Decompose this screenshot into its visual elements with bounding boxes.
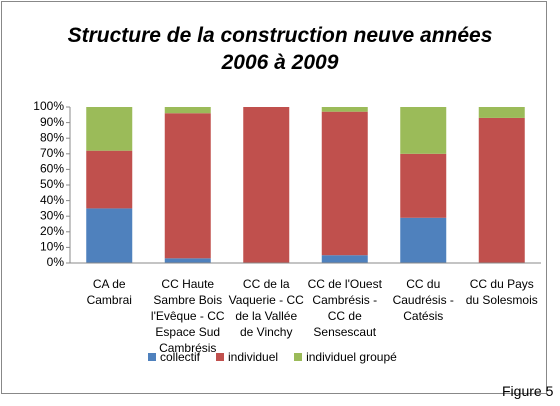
x-tick-label: CC du Pays du Solesmois: [465, 277, 538, 307]
legend-item: individuel: [216, 350, 278, 364]
bar-segment: [400, 217, 447, 263]
bar-segment: [243, 107, 290, 263]
bar-segment: [164, 258, 211, 263]
bar-segment: [164, 107, 211, 114]
legend-swatch: [216, 353, 225, 361]
y-tick-label: 80%: [40, 130, 64, 144]
y-tick-label: 20%: [40, 224, 64, 238]
bar-segment: [478, 117, 525, 263]
y-tick-label: 30%: [40, 208, 64, 222]
bar-segment: [86, 150, 133, 209]
chart-frame: [1, 1, 547, 394]
y-tick-label: 40%: [40, 193, 64, 207]
bar-segment: [86, 208, 133, 263]
legend-item: collectif: [148, 350, 200, 364]
x-tick-label: CC de l'Ouest Cambrésis - CC de Sensesca…: [307, 277, 382, 339]
y-tick-label: 10%: [40, 240, 64, 254]
legend-swatch: [294, 353, 303, 361]
x-tick-label: CA de Cambrai: [86, 277, 132, 307]
x-tick-label: CC de la Vaquerie - CC de la Vallée de V…: [228, 277, 304, 339]
bar-segment: [400, 107, 447, 154]
x-tick-label: CC du Caudrésis - Catésis: [392, 277, 454, 323]
bar-segment: [400, 153, 447, 218]
legend-label: individuel: [228, 350, 279, 364]
legend-swatch: [148, 353, 156, 361]
bar-segment: [164, 113, 211, 259]
y-tick-label: 90%: [40, 115, 64, 129]
x-tick-label: CC Haute Sambre Bois l'Evêque - CC Espac…: [150, 277, 225, 355]
figure-label: Figure 5: [502, 383, 554, 399]
legend-item: individuel groupé: [294, 350, 397, 364]
y-tick-label: 100%: [33, 99, 64, 113]
bar-segment: [321, 107, 368, 112]
y-tick-label: 70%: [40, 146, 64, 160]
bar-segment: [321, 255, 368, 263]
legend-label: collectif: [160, 350, 201, 364]
y-tick-label: 50%: [40, 177, 64, 191]
bar-segment: [86, 107, 133, 151]
bar-segment: [321, 111, 368, 256]
bar-segment: [478, 107, 525, 118]
legend: collectif individuel individuel groupé: [148, 350, 397, 364]
legend-label: individuel groupé: [306, 350, 397, 364]
y-tick-label: 0%: [47, 255, 65, 269]
y-tick-label: 60%: [40, 162, 64, 176]
chart-title: Structure de la construction neuve année…: [67, 24, 493, 74]
